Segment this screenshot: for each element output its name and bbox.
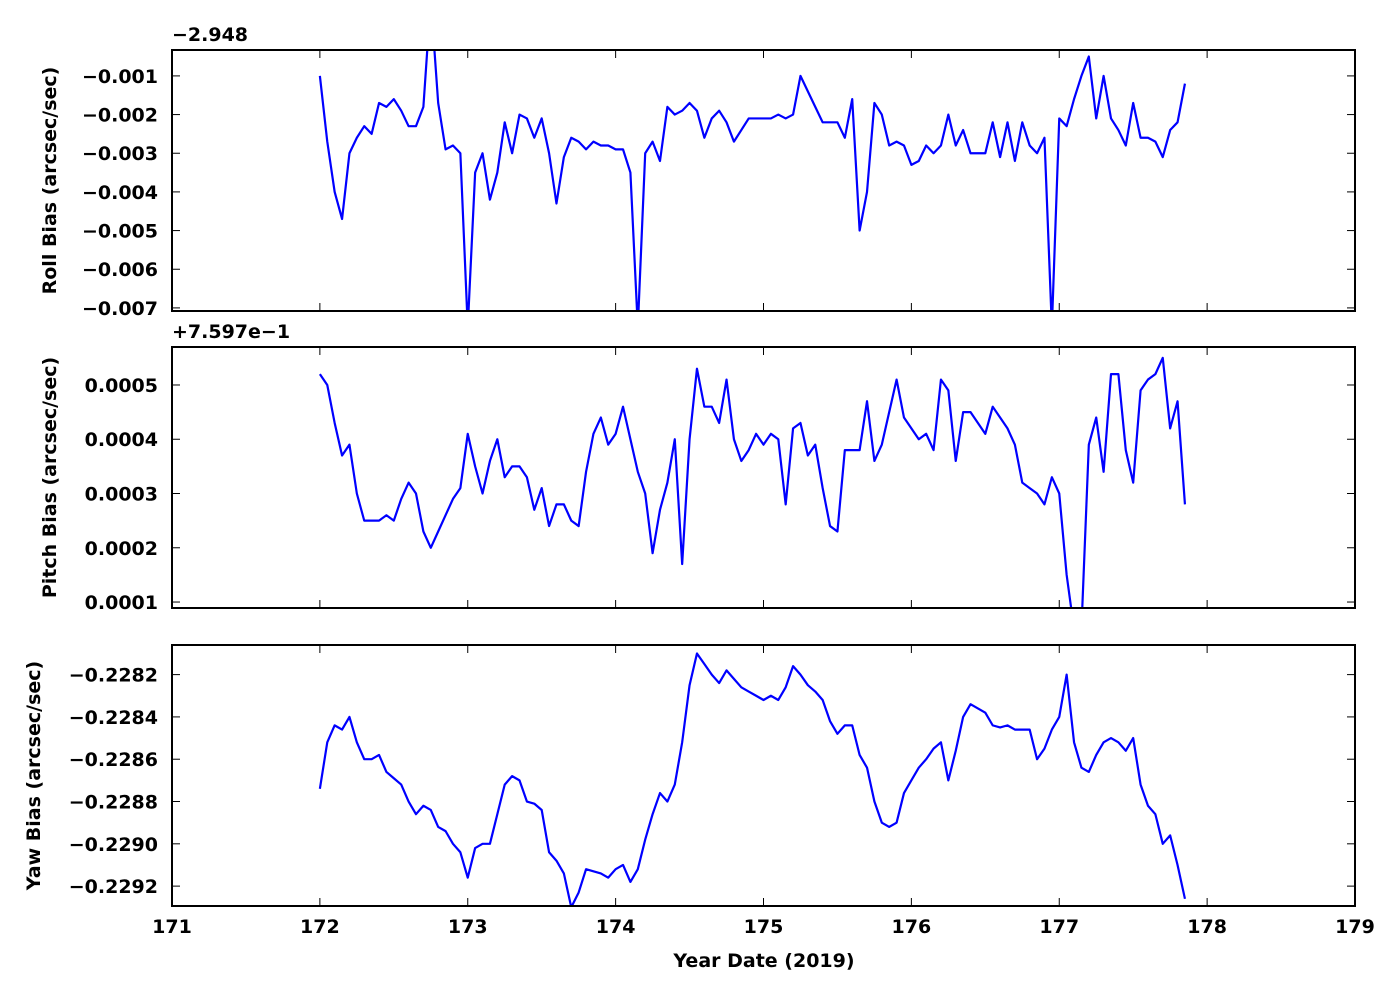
y-tick-label: −0.001 [82, 66, 158, 88]
y-tick-label: 0.0005 [85, 375, 158, 397]
y-tick-label: −0.2286 [69, 749, 158, 771]
plot-frame [171, 346, 1356, 609]
x-tick-label: 171 [152, 916, 192, 938]
y-tick-label: −0.2284 [69, 707, 158, 729]
plot-frame [171, 49, 1356, 312]
y-tick-label: −0.006 [82, 259, 158, 281]
plot-frame [171, 644, 1356, 907]
y-tick-label: −0.004 [82, 182, 158, 204]
x-tick-label: 177 [1039, 916, 1079, 938]
x-tick-label: 174 [596, 916, 636, 938]
y-tick-label: −0.2288 [69, 792, 158, 814]
y-tick-label: −0.2290 [69, 834, 158, 856]
x-axis-label: Year Date (2019) [672, 950, 854, 972]
x-tick-label: 172 [300, 916, 340, 938]
y-tick-label: 0.0004 [85, 429, 158, 451]
x-tick-label: 178 [1187, 916, 1227, 938]
x-tick-label: 175 [744, 916, 784, 938]
y-tick-label: −0.007 [82, 298, 158, 320]
y-tick-label: −0.2292 [69, 876, 158, 898]
y-tick-label: −0.003 [82, 143, 158, 165]
data-line [318, 50, 1187, 311]
offset-label: −2.948 [172, 24, 248, 46]
y-tick-label: −0.2282 [69, 665, 158, 687]
x-tick-label: 173 [448, 916, 488, 938]
y-axis-label: Pitch Bias (arcsec/sec) [39, 357, 61, 598]
data-line [318, 652, 1187, 906]
offset-label: +7.597e−1 [172, 321, 290, 343]
y-tick-label: −0.005 [82, 221, 158, 243]
x-tick-label: 179 [1335, 916, 1375, 938]
data-line [318, 356, 1187, 608]
y-tick-label: 0.0001 [85, 592, 158, 614]
y-axis-label: Roll Bias (arcsec/sec) [39, 67, 61, 295]
y-axis-label: Yaw Bias (arcsec/sec) [23, 661, 45, 891]
y-tick-label: 0.0003 [85, 484, 158, 506]
x-tick-label: 176 [892, 916, 932, 938]
y-tick-label: 0.0002 [85, 538, 158, 560]
y-tick-label: −0.002 [82, 105, 158, 127]
